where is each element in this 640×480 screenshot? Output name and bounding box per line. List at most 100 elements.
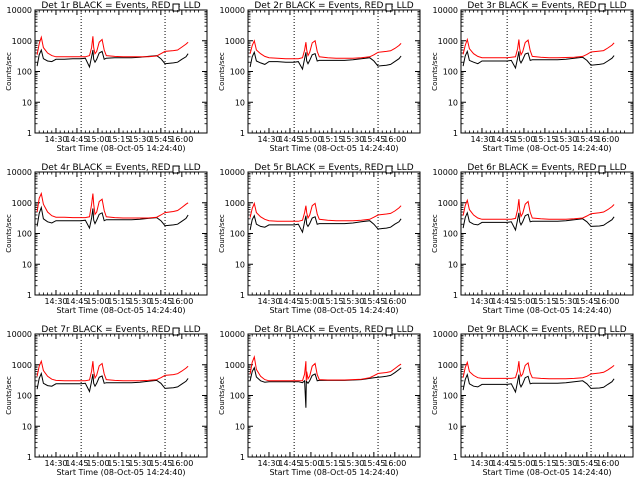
y-tick-label: 10 — [448, 98, 458, 107]
events-series-line — [249, 50, 402, 71]
y-tick-label: 10 — [448, 260, 458, 269]
x-tick-label: 15:45 — [362, 297, 385, 306]
y-tick-label: 1 — [27, 129, 32, 138]
y-tick-label: 10 — [22, 260, 32, 269]
x-tick-label: 16:00 — [383, 297, 406, 306]
y-tick-label: 1000 — [438, 199, 458, 208]
x-tick-label: 16:00 — [170, 459, 193, 468]
y-tick-label: 100 — [230, 68, 245, 77]
y-tick-label: 1000 — [225, 37, 245, 46]
x-tick-label: 16:00 — [596, 459, 619, 468]
y-tick-label: 100 — [443, 68, 458, 77]
x-axis-label: Start Time (08-Oct-05 14:24:40) — [482, 144, 611, 153]
y-tick-label: 10000 — [433, 330, 458, 339]
x-axis-label: Start Time (08-Oct-05 14:24:40) — [269, 468, 398, 477]
legend-box — [385, 327, 393, 336]
x-tick-label: 14:45 — [278, 135, 301, 144]
lld-series-line — [36, 191, 189, 219]
y-tick-label: 1000 — [12, 37, 32, 46]
x-tick-label: 14:30 — [44, 297, 67, 306]
detector-panel-5: Det 5r BLACK = Events, RED = LLD 1 10 100 10… — [218, 163, 421, 315]
x-tick-label: 15:15 — [533, 297, 556, 306]
y-tick-label: 1000 — [438, 361, 458, 370]
y-tick-label: 100 — [230, 392, 245, 401]
plot-frame — [247, 171, 421, 296]
y-tick-label: 1000 — [12, 361, 32, 370]
x-axis-label: Start Time (08-Oct-05 14:24:40) — [482, 468, 611, 477]
x-axis-label: Start Time (08-Oct-05 14:24:40) — [269, 306, 398, 315]
x-tick-label: 15:30 — [554, 135, 577, 144]
y-tick-label: 1 — [240, 129, 245, 138]
y-axis-label: Counts/sec — [5, 52, 13, 91]
y-tick-label: 10000 — [433, 168, 458, 177]
events-series-line — [462, 211, 615, 232]
x-tick-label: 14:45 — [65, 135, 88, 144]
detector-panel-1: Det 1r BLACK = Events, RED = LLD 1 10 100 10… — [5, 1, 208, 153]
x-tick-label: 16:00 — [596, 297, 619, 306]
panel-title: Det 4r BLACK = Events, RED = LLD — [41, 163, 200, 173]
panel-title: Det 9r BLACK = Events, RED = LLD — [467, 325, 626, 335]
y-tick-label: 1000 — [438, 37, 458, 46]
x-tick-label: 15:30 — [341, 135, 364, 144]
x-tick-label: 14:45 — [491, 459, 514, 468]
y-axis-label: Counts/sec — [218, 376, 226, 415]
y-axis-label: Counts/sec — [431, 376, 439, 415]
legend-box — [172, 327, 180, 336]
plot-frame — [460, 333, 634, 458]
panel-title: Det 5r BLACK = Events, RED = LLD — [254, 163, 413, 173]
y-tick-label: 1 — [240, 453, 245, 462]
y-tick-label: 100 — [230, 230, 245, 239]
plot-frame — [460, 171, 634, 296]
x-tick-label: 15:30 — [128, 135, 151, 144]
y-axis-label: Counts/sec — [5, 214, 13, 253]
x-tick-label: 15:45 — [362, 135, 385, 144]
y-tick-label: 10000 — [220, 168, 245, 177]
lld-series-line — [462, 198, 615, 220]
x-tick-label: 14:30 — [44, 135, 67, 144]
x-tick-label: 15:45 — [149, 297, 172, 306]
lld-series-line — [462, 37, 615, 59]
detector-panel-8: Det 8r BLACK = Events, RED = LLD 1 10 100 10… — [218, 325, 421, 477]
x-axis-label: Start Time (08-Oct-05 14:24:40) — [269, 144, 398, 153]
x-tick-label: 16:00 — [383, 459, 406, 468]
x-tick-label: 14:30 — [470, 135, 493, 144]
x-tick-label: 14:30 — [257, 135, 280, 144]
x-tick-label: 15:30 — [554, 459, 577, 468]
y-tick-label: 10 — [22, 98, 32, 107]
x-tick-label: 15:15 — [533, 135, 556, 144]
x-tick-label: 15:00 — [86, 459, 109, 468]
events-series-line — [36, 371, 189, 393]
x-axis-label: Start Time (08-Oct-05 14:24:40) — [482, 306, 611, 315]
y-tick-label: 10 — [235, 422, 245, 431]
y-tick-label: 10 — [235, 260, 245, 269]
y-tick-label: 1 — [453, 291, 458, 300]
x-tick-label: 15:00 — [299, 459, 322, 468]
y-tick-label: 10000 — [220, 330, 245, 339]
y-tick-label: 100 — [17, 392, 32, 401]
panel-title: Det 1r BLACK = Events, RED = LLD — [41, 1, 200, 11]
events-series-line — [462, 49, 615, 70]
events-series-line — [249, 366, 402, 408]
events-series-line — [36, 205, 189, 230]
y-axis-label: Counts/sec — [431, 214, 439, 253]
detector-panel-6: Det 6r BLACK = Events, RED = LLD 1 10 100 10… — [431, 163, 634, 315]
x-axis-label: Start Time (08-Oct-05 14:24:40) — [56, 306, 185, 315]
y-tick-label: 10 — [235, 98, 245, 107]
x-tick-label: 15:00 — [86, 297, 109, 306]
x-tick-label: 15:00 — [299, 297, 322, 306]
x-tick-label: 15:15 — [320, 297, 343, 306]
x-tick-label: 14:45 — [491, 135, 514, 144]
events-series-line — [249, 214, 402, 234]
x-tick-label: 15:45 — [575, 459, 598, 468]
plot-frame — [247, 333, 421, 458]
y-tick-label: 10000 — [220, 6, 245, 15]
x-tick-label: 15:00 — [512, 135, 535, 144]
x-tick-label: 16:00 — [170, 135, 193, 144]
x-tick-label: 15:45 — [149, 135, 172, 144]
legend-box — [385, 3, 393, 12]
y-tick-label: 10 — [448, 422, 458, 431]
panel-title: Det 6r BLACK = Events, RED = LLD — [467, 163, 626, 173]
lld-series-line — [249, 355, 402, 382]
detector-panel-4: Det 4r BLACK = Events, RED = LLD 1 10 100 10… — [5, 163, 208, 315]
